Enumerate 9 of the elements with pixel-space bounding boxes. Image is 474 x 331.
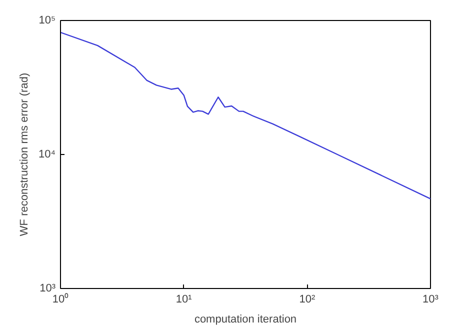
x-tick-label: 10⁰ xyxy=(52,292,69,306)
x-axis-title: computation iteration xyxy=(194,314,297,326)
x-tick-label: 10³ xyxy=(422,294,439,306)
y-axis-title: WF reconstruction rms error (rad) xyxy=(18,72,31,236)
x-tick-label: 10² xyxy=(299,294,316,306)
x-tick-label: 10¹ xyxy=(176,294,192,306)
y-tick-label: 10⁴ xyxy=(38,148,56,160)
y-tick-label: 10⁵ xyxy=(38,14,56,26)
y-tick-label: 10³ xyxy=(40,282,56,294)
